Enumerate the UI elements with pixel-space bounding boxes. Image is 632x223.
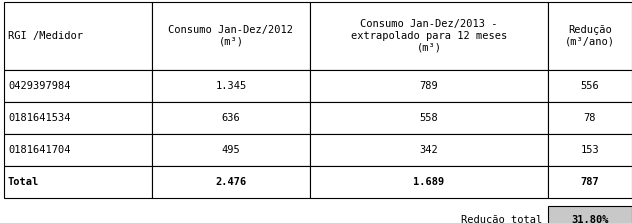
Bar [152,70,310,102]
Text: 78: 78 [584,113,596,123]
Bar [152,102,310,134]
Bar [152,166,310,198]
Bar [548,70,632,102]
Text: 1.345: 1.345 [216,81,246,91]
Text: 1.689: 1.689 [413,177,445,187]
Text: 0181641534: 0181641534 [8,113,71,123]
Bar [548,134,632,166]
Bar [4,102,152,134]
Text: 342: 342 [420,145,439,155]
Text: Consumo Jan-Dez/2013 -
extrapolado para 12 meses
(m³): Consumo Jan-Dez/2013 - extrapolado para … [351,19,507,53]
Text: Redução
(m³/ano): Redução (m³/ano) [565,25,615,47]
Bar [310,102,548,134]
Text: 0181641704: 0181641704 [8,145,71,155]
Bar [152,134,310,166]
Text: 558: 558 [420,113,439,123]
Bar [310,166,548,198]
Bar [310,70,548,102]
Text: 495: 495 [222,145,240,155]
Text: Redução total: Redução total [461,215,542,223]
Bar [4,134,152,166]
Text: 636: 636 [222,113,240,123]
Text: Total: Total [8,177,39,187]
Text: 153: 153 [581,145,599,155]
Text: 0429397984: 0429397984 [8,81,71,91]
Bar [4,166,152,198]
Bar [548,2,632,70]
Text: RGI /Medidor: RGI /Medidor [8,31,83,41]
Bar [310,134,548,166]
Bar [4,2,152,70]
Text: 789: 789 [420,81,439,91]
Bar [548,102,632,134]
Bar [152,2,310,70]
Bar [548,166,632,198]
Text: 787: 787 [581,177,599,187]
Text: Consumo Jan-Dez/2012
(m³): Consumo Jan-Dez/2012 (m³) [169,25,293,47]
Text: 556: 556 [581,81,599,91]
Bar [4,70,152,102]
Text: 2.476: 2.476 [216,177,246,187]
Bar [548,206,632,223]
Bar [310,2,548,70]
Text: 31,80%: 31,80% [571,215,609,223]
